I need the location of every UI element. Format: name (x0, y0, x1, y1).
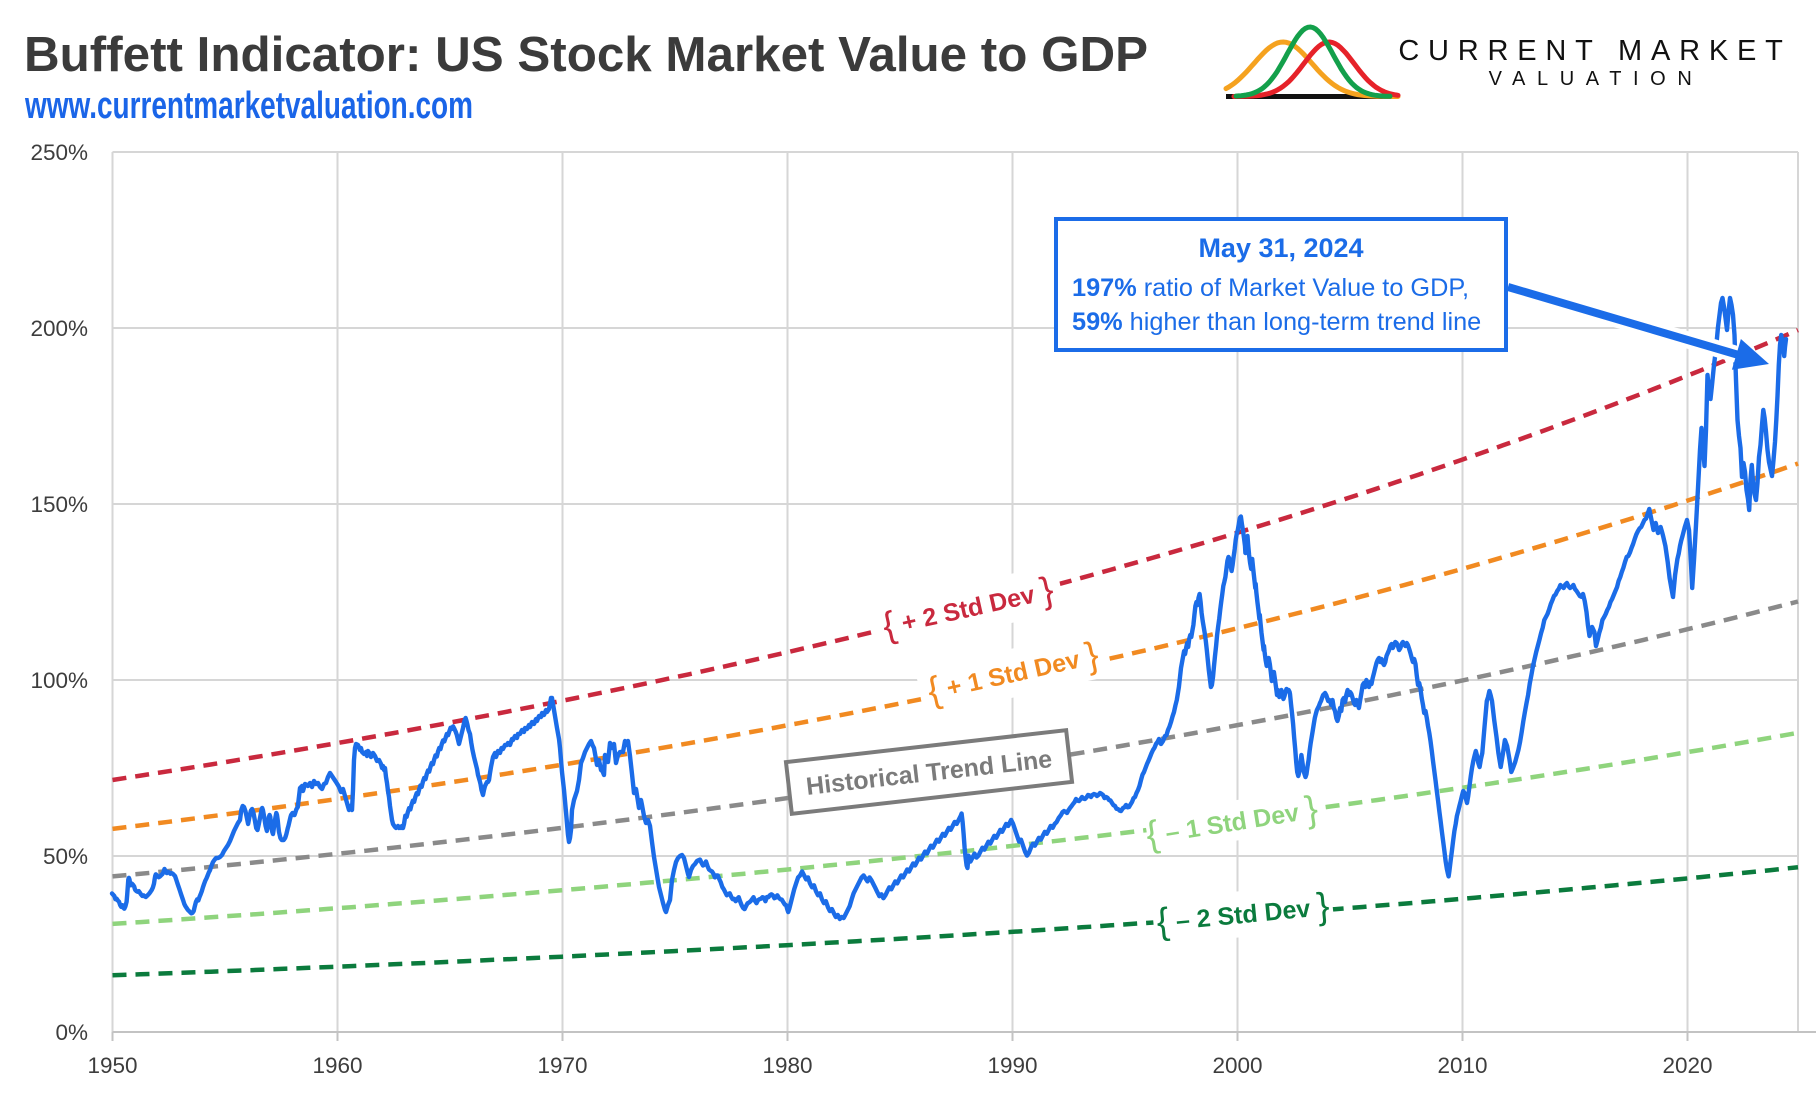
svg-text:150%: 150% (30, 492, 88, 517)
svg-text:2020: 2020 (1662, 1053, 1712, 1078)
svg-text:2010: 2010 (1437, 1053, 1487, 1078)
svg-text:100%: 100% (30, 668, 88, 693)
svg-text:1950: 1950 (87, 1053, 137, 1078)
svg-text:1990: 1990 (987, 1053, 1037, 1078)
svg-text:CURRENT MARKET: CURRENT MARKET (1398, 35, 1791, 67)
svg-text:1970: 1970 (537, 1053, 587, 1078)
svg-text:www.currentmarketvaluation.com: www.currentmarketvaluation.com (24, 85, 473, 127)
svg-text:Buffett Indicator: US Stock Ma: Buffett Indicator: US Stock Market Value… (24, 28, 1148, 82)
svg-text:May 31, 2024: May 31, 2024 (1198, 233, 1363, 263)
svg-text:2000: 2000 (1212, 1053, 1262, 1078)
svg-text:250%: 250% (30, 140, 88, 165)
svg-text:VALUATION: VALUATION (1489, 68, 1704, 90)
svg-text:59% higher than long-term tren: 59% higher than long-term trend line (1072, 308, 1481, 336)
svg-text:1980: 1980 (762, 1053, 812, 1078)
svg-text:197% ratio of Market Value to: 197% ratio of Market Value to GDP, (1072, 274, 1469, 302)
svg-text:0%: 0% (55, 1020, 88, 1045)
svg-text:1960: 1960 (312, 1053, 362, 1078)
svg-text:50%: 50% (43, 844, 88, 869)
svg-text:200%: 200% (30, 316, 88, 341)
